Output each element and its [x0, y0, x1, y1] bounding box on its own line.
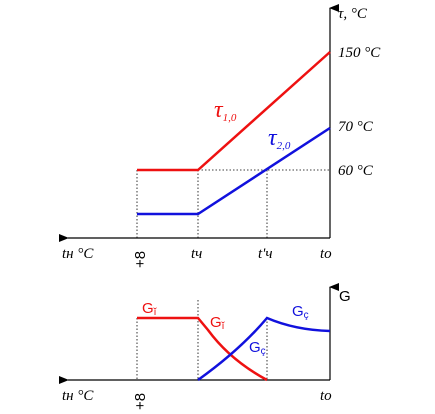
y-tick-150: 150 °C	[338, 45, 381, 61]
bottom-x-axis-label: tн °C	[62, 388, 94, 404]
series-tau10-line	[137, 51, 331, 172]
bottom-chart: Gĭ Gĭ Gç Gç G tн °C +8 tо	[59, 283, 351, 410]
x-tick-plus8: +8	[132, 251, 149, 268]
g-label-3: Gç	[249, 339, 266, 357]
g-label-1: Gĭ	[142, 300, 158, 318]
g-label-2: Gĭ	[210, 314, 226, 332]
bx-tick-to: tо	[320, 388, 332, 404]
y-tick-70: 70 °C	[338, 119, 374, 135]
top-x-axis-label: tн °C	[62, 246, 94, 262]
series-tau20-line	[137, 126, 331, 216]
top-y-axis-label: τ, °C	[338, 6, 368, 22]
bx-tick-plus8: +8	[132, 393, 149, 410]
series-tau10-label: τ1,0	[214, 97, 237, 124]
x-tick-to: tо	[320, 246, 332, 262]
series-g-heating-line	[137, 316, 268, 382]
x-tick-tch: tч	[191, 246, 202, 262]
series-tau20-label: τ2,0	[268, 125, 291, 152]
bottom-y-axis-label: G	[339, 288, 351, 305]
y-tick-60: 60 °C	[338, 163, 374, 179]
g-label-4: Gç	[292, 303, 309, 321]
top-chart: τ1,0 τ2,0 τ, °C tн °C 150 °C 70 °C 60 °C…	[59, 4, 381, 268]
series-g-hotwater-line	[197, 316, 331, 382]
x-tick-tch-prime: t'ч	[258, 246, 273, 262]
